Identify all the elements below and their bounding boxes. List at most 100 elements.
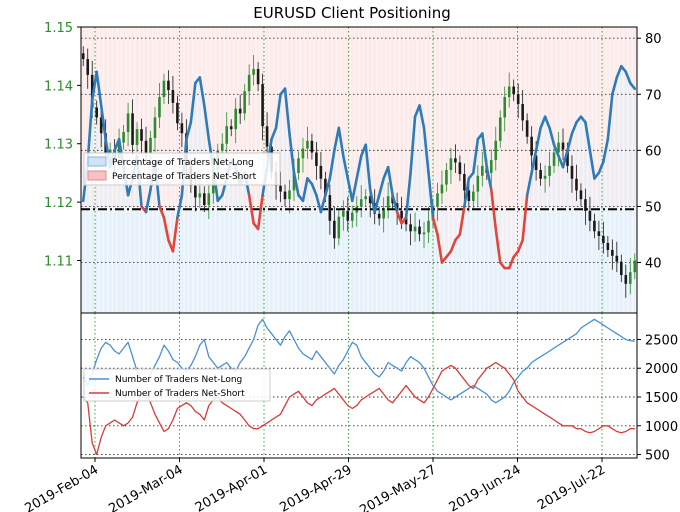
net-short-bar <box>574 27 579 123</box>
net-short-bar <box>301 27 305 201</box>
net-short-bar <box>180 27 184 196</box>
candle-body <box>167 80 170 91</box>
net-short-bar <box>512 27 516 257</box>
net-long-bar <box>547 127 552 313</box>
sentiment-line-segment <box>472 137 480 175</box>
net-short-bar <box>328 27 332 179</box>
net-long-bar <box>350 200 354 313</box>
candle-body <box>534 155 538 170</box>
sentiment-line-segment <box>521 193 529 242</box>
candle-body <box>247 74 251 92</box>
sentiment-line-segment <box>158 205 166 219</box>
net-short-bar <box>287 27 292 134</box>
candle-body <box>377 213 381 219</box>
net-long-bar <box>328 178 332 313</box>
net-short-bar <box>543 27 547 117</box>
net-long-bar <box>615 77 619 314</box>
candle-body <box>333 220 336 239</box>
sentiment-line-segment <box>342 154 350 180</box>
x-axis-tick-label: 2019-Mar-04 <box>106 462 185 512</box>
net-short-bar <box>99 27 103 106</box>
sentiment-line-segment <box>543 115 551 130</box>
candle-body <box>292 172 296 191</box>
candle-body <box>350 212 354 221</box>
net-short-bar <box>391 27 395 196</box>
candle-body <box>149 137 152 153</box>
candle-body <box>588 210 592 221</box>
net-short-bar <box>480 27 484 134</box>
candle-body <box>108 149 112 153</box>
net-long-bar <box>225 178 229 313</box>
candle-body <box>436 193 439 207</box>
net-short-bar <box>337 27 341 128</box>
net-long-bar <box>444 256 449 313</box>
net-long-bar <box>422 127 426 313</box>
candle-body <box>472 191 475 201</box>
sentiment-line-segment <box>404 171 412 219</box>
net-short-bar <box>556 27 561 156</box>
net-short-bar <box>408 27 413 173</box>
candle-body <box>288 190 291 200</box>
candle-body <box>194 185 197 198</box>
bottom-right-axis-tick-label: 1000 <box>645 420 678 435</box>
net-short-bar <box>341 27 345 156</box>
candle-body <box>624 275 628 284</box>
right-axis-tick-label: 80 <box>645 32 662 47</box>
net-long-bar <box>633 88 637 313</box>
candle-body <box>440 184 444 194</box>
net-short-bar <box>350 27 354 201</box>
candle-body <box>346 210 350 221</box>
net-short-bar <box>583 27 588 123</box>
net-long-bar <box>95 71 99 313</box>
net-long-bar <box>467 178 471 313</box>
sentiment-line-segment <box>615 64 623 79</box>
net-short-bar <box>534 27 538 151</box>
net-long-bar <box>139 206 144 313</box>
net-long-bar <box>503 268 507 313</box>
chart-title: EURUSD Client Positioning <box>253 4 451 22</box>
sentiment-line-segment <box>409 115 417 175</box>
net-long-bar <box>153 161 157 313</box>
net-short-bar <box>485 27 489 168</box>
candle-body <box>328 195 332 221</box>
net-long-bar <box>512 256 516 313</box>
net-long-bar <box>278 94 283 313</box>
right-axis-tick-label: 60 <box>645 144 662 159</box>
legend-label-count-long: Number of Traders Net-Long <box>115 375 242 385</box>
count-net-long-line <box>82 318 635 404</box>
candle-body <box>135 129 139 145</box>
net-short-bar <box>346 27 350 179</box>
legend-label-net-long: Percentage of Traders Net-Long <box>112 158 254 168</box>
candle-body <box>140 129 143 141</box>
legend-label-net-short: Percentage of Traders Net-Short <box>112 172 257 182</box>
net-long-bar <box>480 133 484 313</box>
candle-body <box>530 136 533 156</box>
net-long-bar <box>104 139 108 313</box>
net-long-bar <box>440 262 444 313</box>
sentiment-line-segment <box>489 188 498 231</box>
candle-body <box>81 53 85 60</box>
price-candles <box>81 46 637 298</box>
candle-body <box>90 74 94 108</box>
count-net-short-line <box>82 361 635 456</box>
sentiment-line-segment <box>337 126 345 158</box>
candle-body <box>593 220 596 232</box>
sentiment-line-segment <box>203 104 211 141</box>
candle-body <box>342 210 345 217</box>
net-short-bar <box>225 27 229 179</box>
right-axis-tick-label: 70 <box>645 88 662 103</box>
candle-body <box>158 97 161 118</box>
net-short-bar <box>117 27 121 140</box>
net-long-bar <box>404 217 408 313</box>
legend-swatch-net-long <box>87 156 107 167</box>
sentiment-line-segment <box>324 177 332 197</box>
net-long-bar <box>368 189 372 313</box>
net-short-bar <box>561 27 565 168</box>
net-long-bar <box>162 217 166 313</box>
net-long-bar <box>377 195 381 313</box>
net-long-bar <box>539 127 543 313</box>
net-short-bar <box>525 27 529 196</box>
candle-body <box>252 69 255 75</box>
net-short-bar <box>628 27 632 84</box>
net-long-bar <box>494 228 498 313</box>
